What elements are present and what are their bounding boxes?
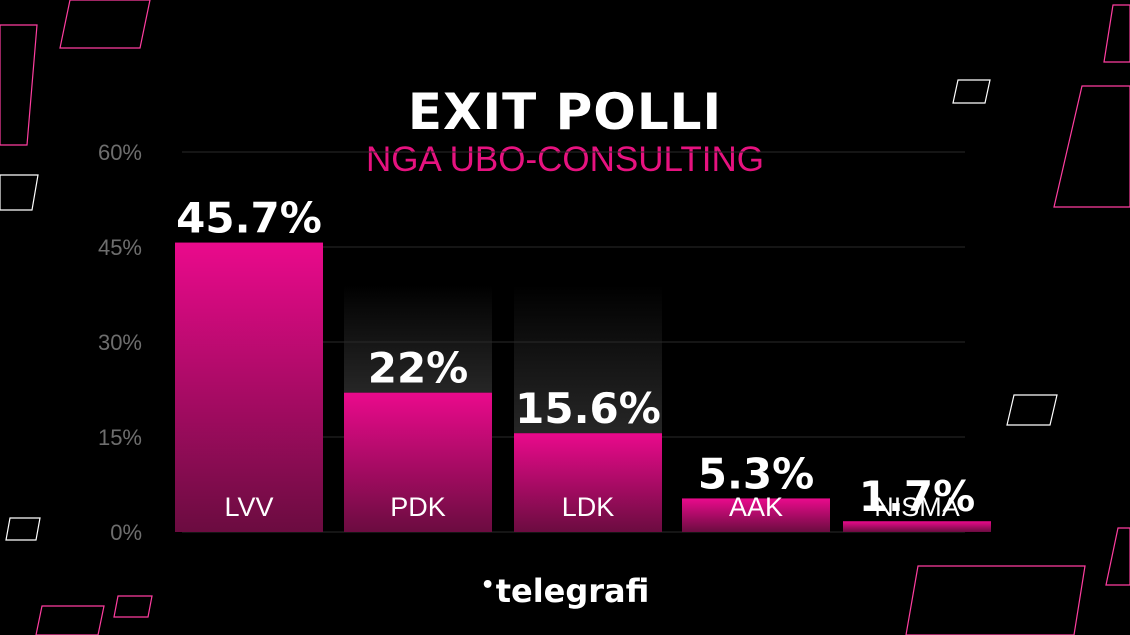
chart-title: EXIT POLLI — [407, 83, 723, 141]
bar — [843, 521, 991, 532]
category-label: NISMA — [874, 492, 960, 522]
bar — [514, 433, 662, 532]
value-label: 15.6% — [515, 384, 661, 433]
value-label: 1.7% — [859, 472, 975, 521]
bar — [175, 242, 323, 533]
bar — [344, 392, 492, 532]
bar-background — [514, 285, 662, 434]
y-tick-label: 30% — [98, 330, 142, 355]
y-tick-label: 0% — [110, 520, 142, 545]
telegrafi-logo: •telegrafi — [480, 572, 650, 610]
category-label: LDK — [562, 492, 615, 522]
value-label: 5.3% — [698, 449, 814, 498]
bar — [682, 498, 830, 532]
value-label: 45.7% — [176, 194, 322, 243]
category-label: PDK — [390, 492, 446, 522]
logo-text: telegrafi — [495, 572, 650, 610]
category-label: AAK — [729, 492, 783, 522]
chart-subtitle: NGA UBO-CONSULTING — [365, 140, 764, 179]
y-tick-label: 60% — [98, 140, 142, 165]
bar-background — [344, 285, 492, 393]
category-label: LVV — [224, 492, 273, 522]
y-tick-label: 15% — [98, 425, 142, 450]
y-tick-label: 45% — [98, 235, 142, 260]
value-label: 22% — [368, 344, 469, 393]
